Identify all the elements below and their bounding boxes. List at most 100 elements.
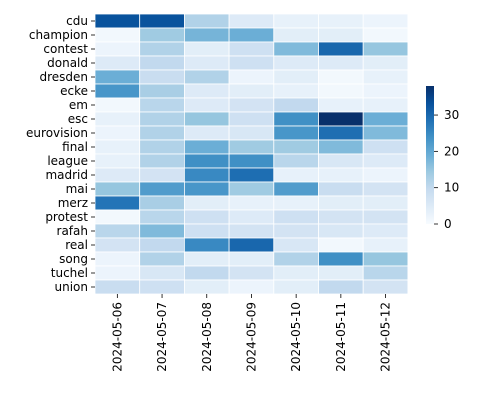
y-tick-label: em [69, 98, 88, 112]
heatmap-cell [228, 195, 275, 211]
x-tick-label: 2024-05-12 [379, 302, 393, 372]
y-tick-label: merz [58, 196, 88, 210]
heatmap-cell [273, 181, 319, 197]
heatmap-cell [318, 195, 364, 211]
heatmap-cell [318, 69, 364, 85]
heatmap-cell [273, 195, 319, 211]
heatmap-cell [94, 167, 141, 183]
y-tick-label: protest [45, 210, 88, 224]
heatmap-cell [183, 41, 230, 57]
y-tick-label: madrid [45, 168, 88, 182]
heatmap-cell [183, 209, 230, 225]
heatmap-cell [183, 195, 230, 211]
y-tick-label: ecke [60, 84, 88, 98]
heatmap-cell [273, 139, 319, 155]
heatmap-cell [228, 237, 275, 253]
heatmap-cell [139, 97, 185, 113]
heatmap-cell [362, 195, 409, 211]
heatmap-cell [139, 27, 185, 43]
heatmap-cell [94, 153, 141, 169]
heatmap-cells [94, 13, 409, 295]
x-tick-labels: 2024-05-06 2024-05-07 2024-05-08 2024-05-09… [110, 294, 393, 372]
heatmap-cell [228, 223, 275, 239]
heatmap-cell [94, 279, 141, 295]
y-tick-label: champion [29, 28, 88, 42]
heatmap-cell [273, 153, 319, 169]
heatmap-cell [318, 167, 364, 183]
y-tick-label: union [55, 280, 89, 294]
colorbar: 0 10 20 30 [426, 86, 459, 231]
heatmap-cell [94, 209, 141, 225]
heatmap-cell [139, 83, 185, 99]
heatmap-cell [362, 111, 409, 127]
heatmap-cell [318, 209, 364, 225]
heatmap-cell [228, 153, 275, 169]
heatmap-cell [318, 125, 364, 141]
heatmap-cell [273, 279, 319, 295]
x-tick-label: 2024-05-07 [155, 302, 169, 372]
heatmap-cell [183, 265, 230, 281]
heatmap-cell [273, 27, 319, 43]
heatmap-cell [273, 69, 319, 85]
heatmap-cell [183, 125, 230, 141]
heatmap-cell [228, 279, 275, 295]
heatmap-cell [273, 251, 319, 267]
heatmap-cell [228, 265, 275, 281]
heatmap-cell [94, 27, 141, 43]
heatmap-cell [94, 237, 141, 253]
heatmap-cell [183, 13, 230, 29]
heatmap-cell [318, 97, 364, 113]
heatmap-cell [318, 41, 364, 57]
heatmap-cell [318, 111, 364, 127]
heatmap-cell [183, 167, 230, 183]
heatmap-cell [318, 55, 364, 71]
x-tick-label: 2024-05-06 [110, 302, 124, 372]
heatmap-cell [228, 13, 275, 29]
heatmap-cell [318, 279, 364, 295]
x-tick-label: 2024-05-09 [244, 302, 258, 372]
heatmap-cell [362, 97, 409, 113]
y-tick-labels: cduchampioncontestdonalddresdeneckeemesc… [26, 14, 95, 294]
heatmap-cell [362, 41, 409, 57]
heatmap-cell [362, 139, 409, 155]
y-tick-label: cdu [66, 14, 88, 28]
heatmap-cell [183, 139, 230, 155]
heatmap-cell [139, 279, 185, 295]
heatmap-cell [94, 251, 141, 267]
heatmap-cell [318, 139, 364, 155]
heatmap-cell [139, 195, 185, 211]
heatmap-cell [139, 265, 185, 281]
heatmap-cell [273, 83, 319, 99]
y-tick-label: mai [66, 182, 88, 196]
heatmap-cell [94, 55, 141, 71]
heatmap-cell [228, 41, 275, 57]
heatmap-cell [139, 69, 185, 85]
heatmap-cell [94, 181, 141, 197]
heatmap-cell [318, 265, 364, 281]
heatmap-cell [228, 69, 275, 85]
heatmap-cell [94, 195, 141, 211]
heatmap-cell [228, 139, 275, 155]
heatmap-cell [94, 125, 141, 141]
heatmap-cell [228, 97, 275, 113]
heatmap-cell [318, 153, 364, 169]
heatmap-cell [183, 27, 230, 43]
heatmap-cell [273, 41, 319, 57]
heatmap-cell [183, 237, 230, 253]
heatmap-cell [94, 13, 141, 29]
heatmap-cell [94, 139, 141, 155]
y-tick-label: league [47, 154, 88, 168]
heatmap-cell [139, 209, 185, 225]
colorbar-tick-label: 30 [444, 108, 459, 122]
y-tick-label: final [62, 140, 88, 154]
heatmap-cell [228, 55, 275, 71]
heatmap-cell [362, 181, 409, 197]
heatmap-cell [139, 223, 185, 239]
heatmap-cell [228, 251, 275, 267]
heatmap-cell [362, 209, 409, 225]
heatmap-cell [273, 97, 319, 113]
heatmap-cell [183, 83, 230, 99]
heatmap-cell [362, 69, 409, 85]
heatmap-cell [183, 55, 230, 71]
heatmap-cell [183, 279, 230, 295]
